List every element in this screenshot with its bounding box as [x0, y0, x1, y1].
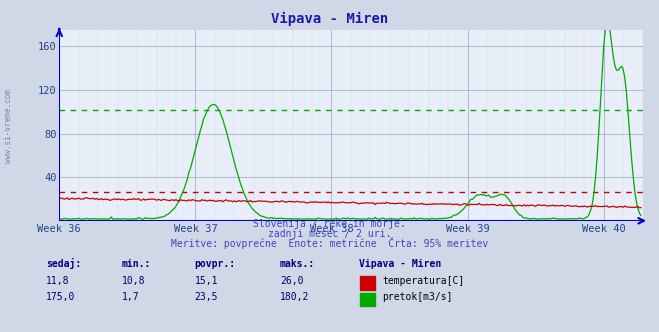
Text: www.si-vreme.com: www.si-vreme.com	[4, 89, 13, 163]
Text: 15,1: 15,1	[194, 276, 218, 286]
Text: 175,0: 175,0	[46, 292, 76, 302]
Text: min.:: min.:	[122, 259, 152, 269]
Text: 1,7: 1,7	[122, 292, 140, 302]
Text: povpr.:: povpr.:	[194, 259, 235, 269]
Text: Vipava - Miren: Vipava - Miren	[359, 259, 442, 269]
Text: Meritve: povprečne  Enote: metrične  Črta: 95% meritev: Meritve: povprečne Enote: metrične Črta:…	[171, 237, 488, 249]
Text: Slovenija / reke in morje.: Slovenija / reke in morje.	[253, 219, 406, 229]
Text: maks.:: maks.:	[280, 259, 315, 269]
Text: sedaj:: sedaj:	[46, 258, 81, 269]
Text: 10,8: 10,8	[122, 276, 146, 286]
Text: 11,8: 11,8	[46, 276, 70, 286]
Text: zadnji mesec / 2 uri.: zadnji mesec / 2 uri.	[268, 229, 391, 239]
Text: Vipava - Miren: Vipava - Miren	[271, 12, 388, 26]
Text: temperatura[C]: temperatura[C]	[382, 276, 465, 286]
Text: 23,5: 23,5	[194, 292, 218, 302]
Text: 26,0: 26,0	[280, 276, 304, 286]
Text: 180,2: 180,2	[280, 292, 310, 302]
Text: pretok[m3/s]: pretok[m3/s]	[382, 292, 453, 302]
